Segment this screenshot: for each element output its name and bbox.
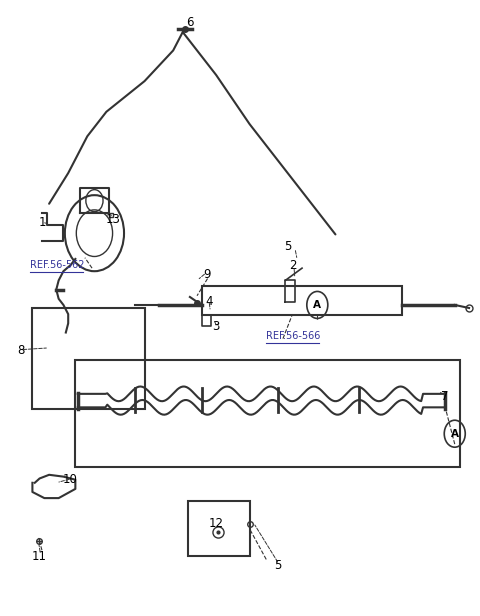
Text: 10: 10 bbox=[63, 473, 78, 486]
Text: 12: 12 bbox=[209, 517, 224, 530]
Text: 4: 4 bbox=[205, 295, 213, 309]
Bar bbox=[188, 501, 250, 556]
Text: 5: 5 bbox=[275, 559, 282, 572]
Text: 3: 3 bbox=[213, 320, 220, 333]
Text: 9: 9 bbox=[203, 268, 210, 281]
Text: 11: 11 bbox=[32, 550, 47, 563]
Text: 7: 7 bbox=[442, 391, 449, 403]
Bar bbox=[75, 360, 459, 468]
Bar bbox=[202, 286, 402, 315]
Bar bbox=[33, 308, 144, 409]
Text: 13: 13 bbox=[106, 213, 121, 225]
Text: 5: 5 bbox=[284, 240, 291, 253]
Text: 2: 2 bbox=[289, 259, 296, 272]
Text: 8: 8 bbox=[17, 344, 24, 357]
Text: REF.56-566: REF.56-566 bbox=[266, 331, 321, 341]
Text: 1: 1 bbox=[38, 216, 46, 229]
Text: A: A bbox=[313, 300, 321, 310]
Text: A: A bbox=[451, 429, 459, 439]
Text: REF.56-562: REF.56-562 bbox=[30, 260, 84, 270]
Text: 6: 6 bbox=[186, 17, 193, 30]
